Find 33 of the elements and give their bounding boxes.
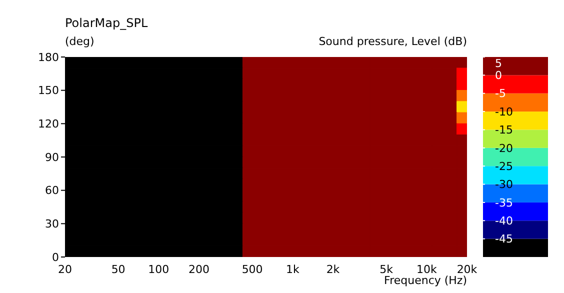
x-tick-label: 100 (148, 262, 170, 276)
x-tick-label: 1k (286, 262, 300, 276)
y-tick-label: 150 (38, 84, 59, 98)
x-axis-title: Frequency (Hz) (384, 274, 467, 287)
x-tick-label: 2k (326, 262, 340, 276)
y-tick-label: 90 (45, 150, 59, 164)
x-tick-label: 20k (456, 262, 478, 276)
x-tick-label: 500 (242, 262, 263, 276)
x-tick-label: 5k (380, 262, 394, 276)
color-bar-label: -40 (495, 214, 513, 228)
color-bar-label: -10 (495, 105, 513, 118)
x-tick-label: 50 (111, 262, 126, 276)
color-bar-label: -15 (495, 124, 513, 137)
x-tick-label: 20 (58, 262, 72, 276)
x-tick-label: 10k (416, 262, 438, 276)
color-bar-label: -25 (495, 160, 513, 173)
color-scale: -45 -40 -35 -30 -25 -20 -15 -10 -5 0 5 (482, 56, 548, 257)
color-bar-label: -35 (495, 196, 513, 210)
color-bar-label: 5 (495, 56, 502, 70)
color-bar-title: Sound pressure, Level (dB) (318, 35, 467, 48)
y-tick-label: 0 (52, 250, 59, 264)
color-bar-label: -45 (495, 232, 513, 246)
y-tick-label: 60 (45, 184, 59, 198)
y-axis-title: (deg) (65, 35, 94, 48)
x-tick-label: 200 (188, 262, 210, 276)
color-bar-label: -5 (495, 87, 506, 100)
y-tick-label: 30 (45, 218, 59, 231)
color-bar-label: -30 (495, 178, 513, 192)
y-tick-label: 180 (38, 50, 59, 64)
color-bar-label: 0 (495, 69, 502, 82)
y-tick-label: 120 (38, 118, 59, 131)
color-bar-label: -20 (495, 142, 513, 155)
chart-title: PolarMap_SPL (65, 16, 148, 30)
